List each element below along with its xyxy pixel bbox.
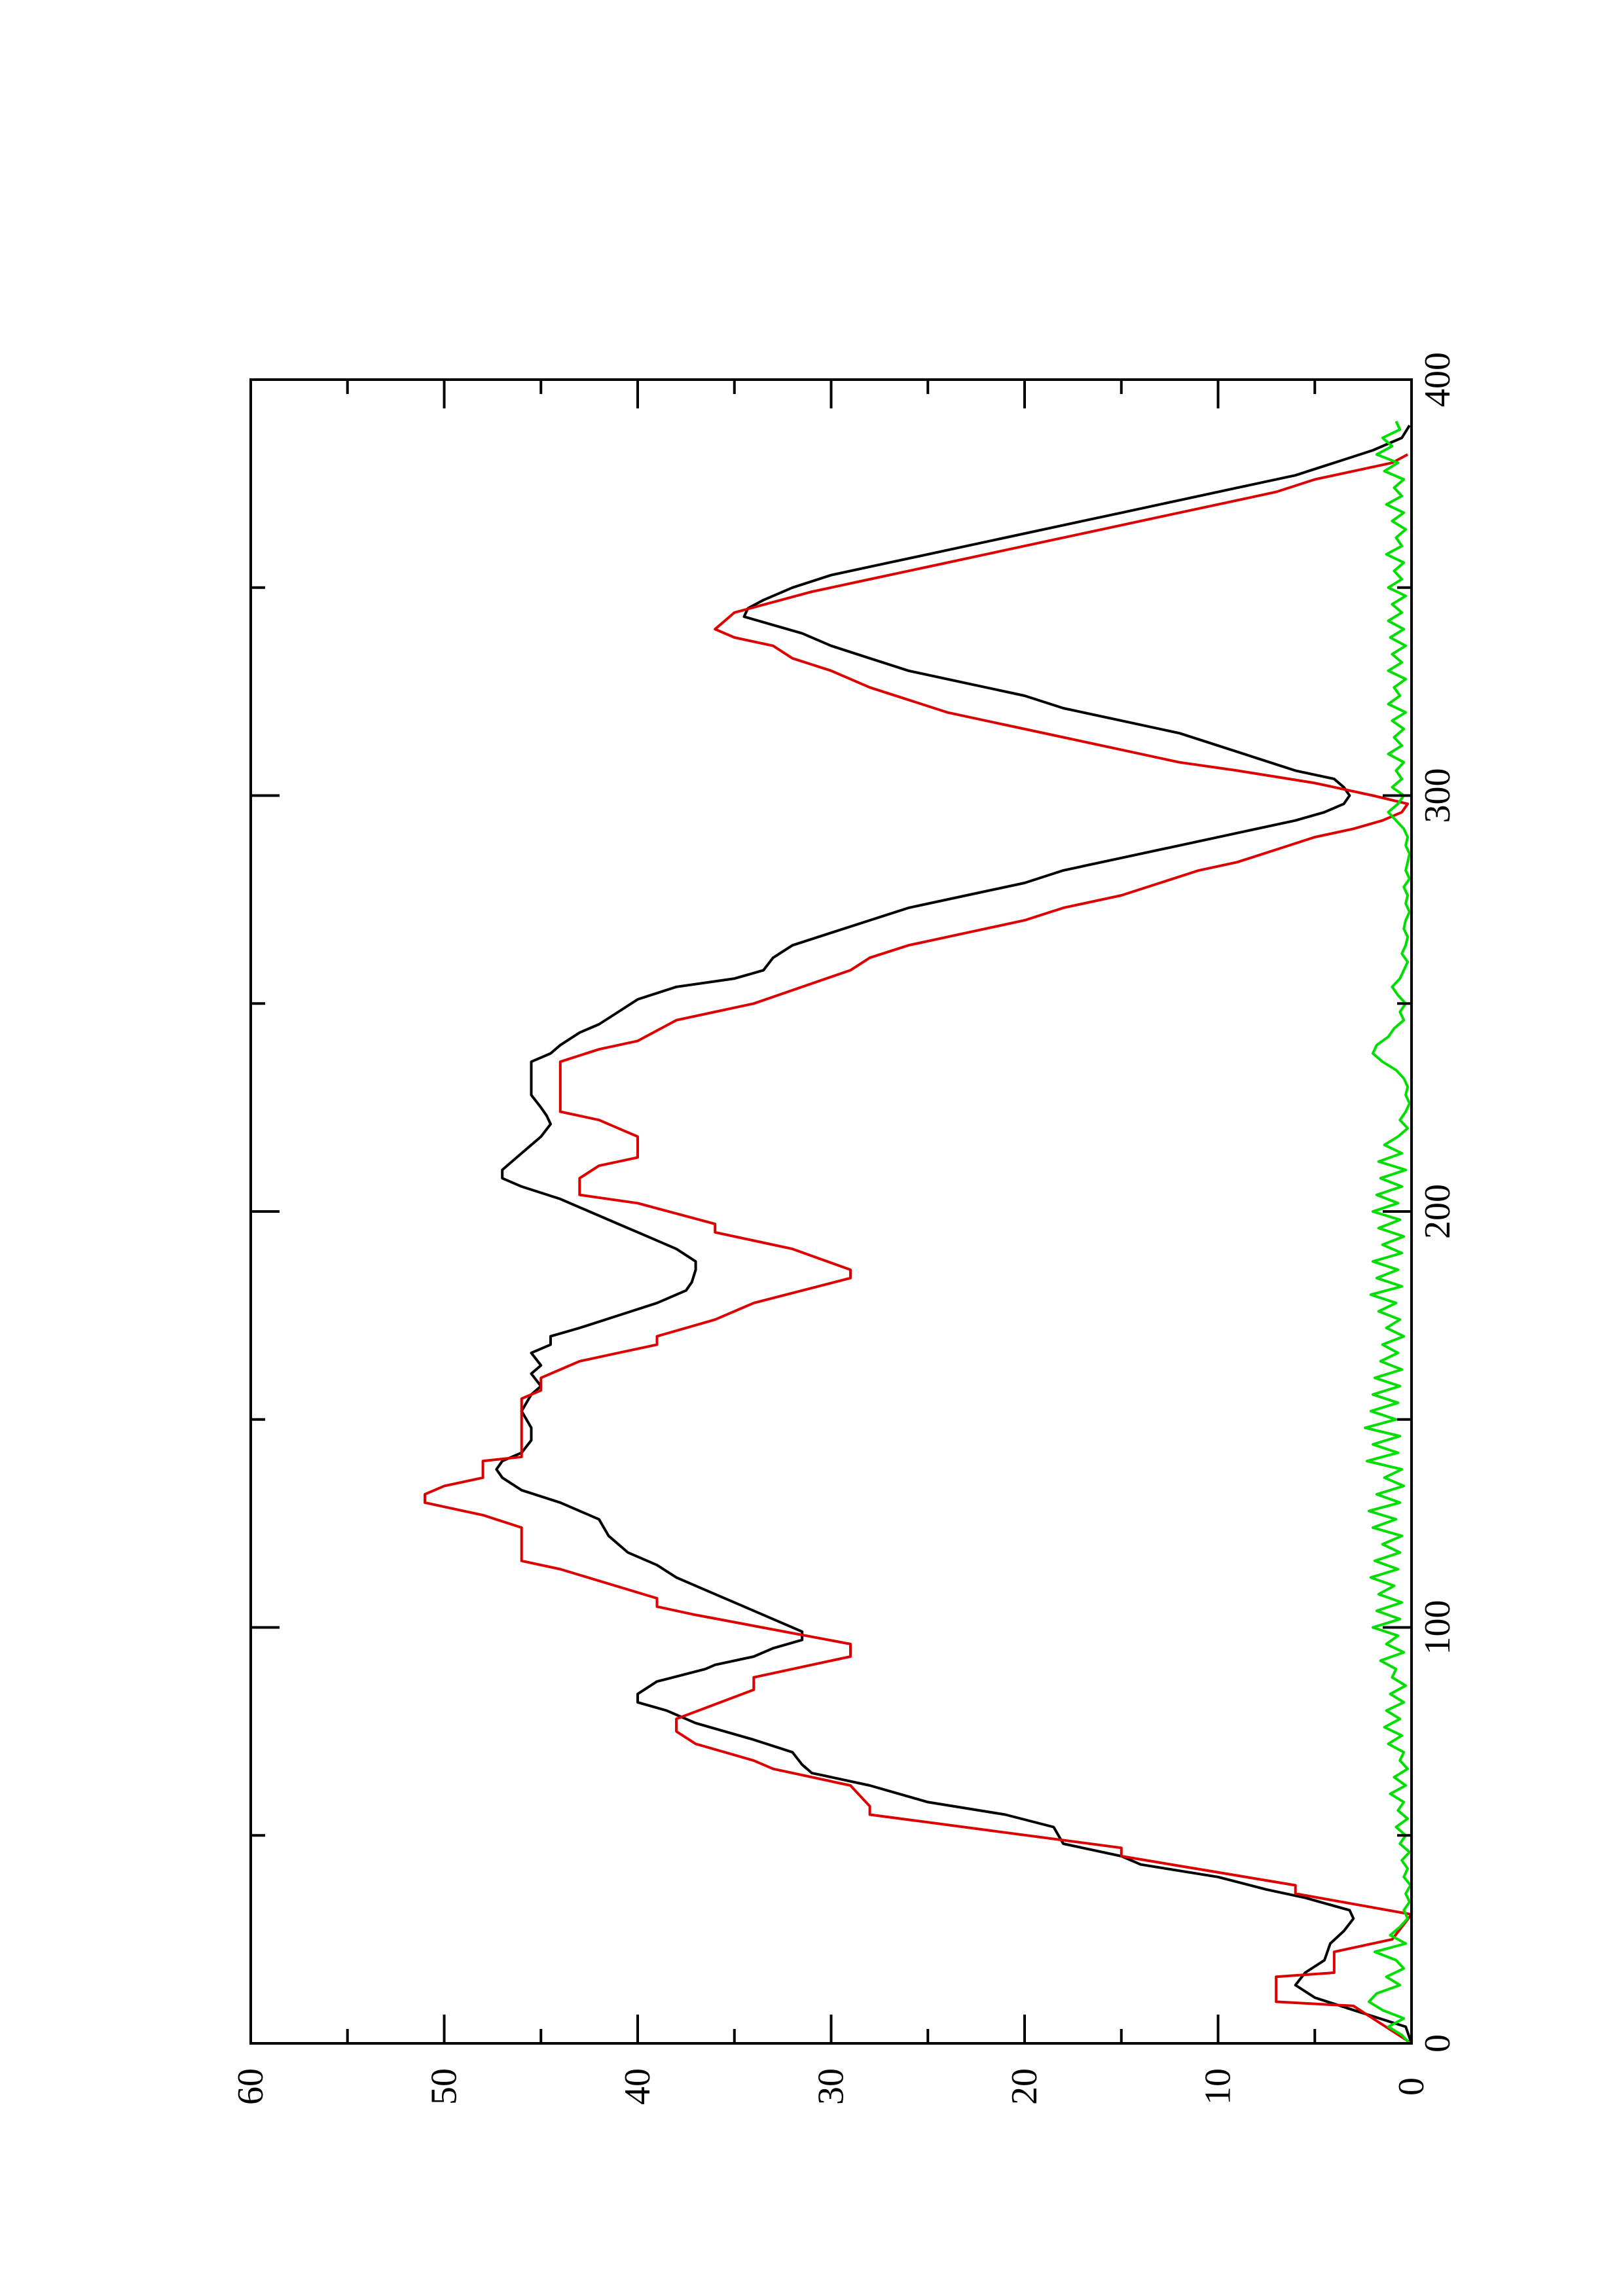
y-tick-label: 30 xyxy=(811,2068,852,2105)
y-tick-label: 0 xyxy=(1391,2077,1432,2096)
y-tick-label: 60 xyxy=(230,2068,271,2105)
series-layer xyxy=(424,420,1413,2045)
y-tick-label: 40 xyxy=(617,2068,658,2105)
x-tick-label: 0 xyxy=(1417,2034,1458,2053)
series-line-1 xyxy=(495,424,1413,2044)
ticks-layer xyxy=(249,378,1413,2045)
x-tick-label: 200 xyxy=(1417,1184,1458,1239)
x-tick-label: 100 xyxy=(1417,1600,1458,1655)
x-tick-label: 400 xyxy=(1417,352,1458,407)
x-tick-label: 300 xyxy=(1417,768,1458,823)
y-tick-label: 50 xyxy=(424,2068,465,2105)
series-line-3 xyxy=(1364,420,1412,2045)
labels-layer: 0 100 200 300 400 0 10 20 30 40 50 60 xyxy=(230,352,1458,2105)
series-line-2 xyxy=(424,453,1413,2045)
y-tick-label: 10 xyxy=(1198,2068,1239,2105)
y-tick-label: 20 xyxy=(1004,2068,1045,2105)
